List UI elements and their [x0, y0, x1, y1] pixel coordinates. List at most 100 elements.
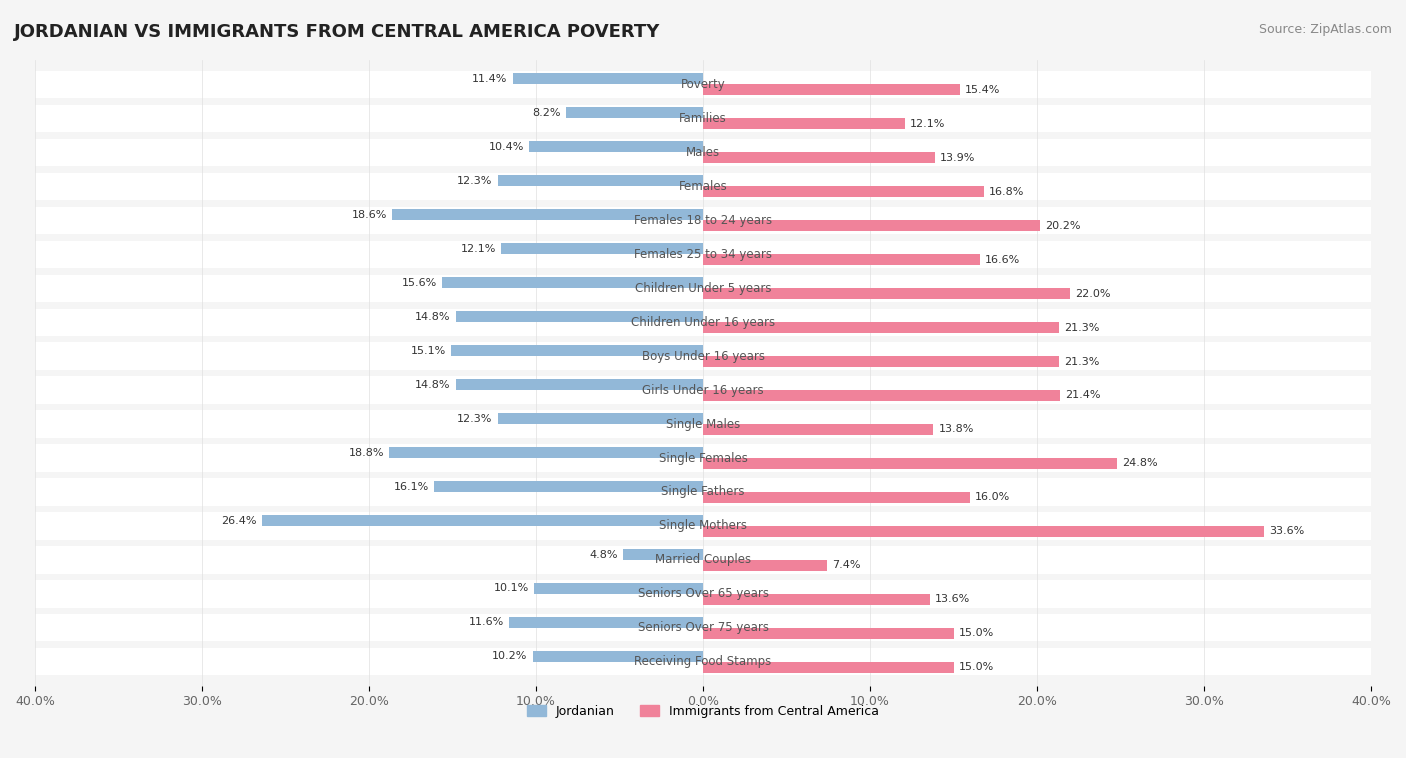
Text: Married Couples: Married Couples	[655, 553, 751, 566]
FancyBboxPatch shape	[35, 547, 1371, 574]
FancyBboxPatch shape	[35, 343, 1371, 370]
Text: 15.0%: 15.0%	[959, 662, 994, 672]
Text: Single Mothers: Single Mothers	[659, 519, 747, 532]
Bar	[703, 84, 960, 96]
Bar	[498, 175, 703, 186]
Text: 10.4%: 10.4%	[489, 142, 524, 152]
Text: Families: Families	[679, 111, 727, 125]
Text: Boys Under 16 years: Boys Under 16 years	[641, 349, 765, 362]
Bar	[703, 390, 1060, 401]
Bar	[703, 628, 953, 639]
Bar	[443, 277, 703, 288]
Bar	[703, 526, 1264, 537]
Text: Females 25 to 34 years: Females 25 to 34 years	[634, 248, 772, 261]
Text: Single Females: Single Females	[658, 452, 748, 465]
FancyBboxPatch shape	[35, 410, 1371, 437]
FancyBboxPatch shape	[35, 377, 1371, 404]
Text: 11.4%: 11.4%	[472, 74, 508, 84]
FancyBboxPatch shape	[35, 512, 1371, 540]
Text: Single Males: Single Males	[666, 418, 740, 431]
Text: 14.8%: 14.8%	[415, 380, 451, 390]
Bar	[703, 424, 934, 435]
FancyBboxPatch shape	[35, 207, 1371, 233]
FancyBboxPatch shape	[35, 173, 1371, 200]
Text: Seniors Over 75 years: Seniors Over 75 years	[637, 622, 769, 634]
Text: 26.4%: 26.4%	[222, 515, 257, 525]
FancyBboxPatch shape	[35, 240, 1371, 268]
Bar	[703, 458, 1118, 469]
Bar	[703, 118, 905, 129]
FancyBboxPatch shape	[35, 648, 1371, 675]
Text: Receiving Food Stamps: Receiving Food Stamps	[634, 656, 772, 669]
Text: 12.3%: 12.3%	[457, 414, 492, 424]
FancyBboxPatch shape	[35, 581, 1371, 607]
Text: Girls Under 16 years: Girls Under 16 years	[643, 384, 763, 396]
FancyBboxPatch shape	[35, 139, 1371, 166]
Bar	[389, 447, 703, 458]
Bar	[534, 583, 703, 594]
Text: 18.8%: 18.8%	[349, 447, 384, 458]
Bar	[703, 254, 980, 265]
Bar	[703, 662, 953, 673]
Text: 12.3%: 12.3%	[457, 176, 492, 186]
Text: Source: ZipAtlas.com: Source: ZipAtlas.com	[1258, 23, 1392, 36]
Bar	[262, 515, 703, 526]
Bar	[567, 108, 703, 118]
Text: 4.8%: 4.8%	[589, 550, 617, 559]
Text: 33.6%: 33.6%	[1270, 526, 1305, 537]
Bar	[456, 379, 703, 390]
Text: 15.4%: 15.4%	[965, 85, 1001, 95]
Text: Males: Males	[686, 146, 720, 158]
Bar	[501, 243, 703, 254]
FancyBboxPatch shape	[35, 309, 1371, 336]
Text: JORDANIAN VS IMMIGRANTS FROM CENTRAL AMERICA POVERTY: JORDANIAN VS IMMIGRANTS FROM CENTRAL AME…	[14, 23, 661, 41]
Text: 10.1%: 10.1%	[494, 584, 529, 594]
Text: Single Fathers: Single Fathers	[661, 485, 745, 499]
Bar	[703, 288, 1070, 299]
Text: 7.4%: 7.4%	[831, 560, 860, 570]
Text: 16.8%: 16.8%	[988, 186, 1024, 196]
Text: Children Under 16 years: Children Under 16 years	[631, 315, 775, 329]
Text: Seniors Over 65 years: Seniors Over 65 years	[637, 587, 769, 600]
Bar	[623, 549, 703, 560]
Text: 20.2%: 20.2%	[1046, 221, 1081, 230]
Bar	[513, 74, 703, 84]
Bar	[703, 594, 931, 605]
Text: 13.6%: 13.6%	[935, 594, 970, 604]
Text: 15.0%: 15.0%	[959, 628, 994, 638]
Bar	[703, 186, 984, 197]
Bar	[434, 481, 703, 492]
Bar	[529, 141, 703, 152]
Bar	[533, 651, 703, 662]
Text: 16.6%: 16.6%	[986, 255, 1021, 265]
Text: 13.9%: 13.9%	[941, 152, 976, 163]
Bar	[509, 617, 703, 628]
Text: 16.0%: 16.0%	[976, 493, 1011, 503]
Text: 8.2%: 8.2%	[533, 108, 561, 117]
Bar	[703, 356, 1059, 367]
FancyBboxPatch shape	[35, 614, 1371, 641]
Text: 13.8%: 13.8%	[938, 424, 974, 434]
Bar	[703, 492, 970, 503]
Text: Females 18 to 24 years: Females 18 to 24 years	[634, 214, 772, 227]
Text: 11.6%: 11.6%	[470, 618, 505, 628]
Text: 15.6%: 15.6%	[402, 277, 437, 288]
Text: 15.1%: 15.1%	[411, 346, 446, 356]
FancyBboxPatch shape	[35, 105, 1371, 132]
Bar	[456, 312, 703, 322]
FancyBboxPatch shape	[35, 70, 1371, 98]
Legend: Jordanian, Immigrants from Central America: Jordanian, Immigrants from Central Ameri…	[522, 700, 884, 723]
Text: 21.3%: 21.3%	[1064, 356, 1099, 367]
Text: 16.1%: 16.1%	[394, 481, 429, 491]
Text: 18.6%: 18.6%	[352, 210, 387, 220]
Text: 21.4%: 21.4%	[1066, 390, 1101, 400]
Text: Females: Females	[679, 180, 727, 193]
Text: Children Under 5 years: Children Under 5 years	[634, 282, 772, 295]
Bar	[703, 152, 935, 163]
Text: 12.1%: 12.1%	[461, 244, 496, 254]
FancyBboxPatch shape	[35, 274, 1371, 302]
Text: 12.1%: 12.1%	[910, 119, 945, 129]
Text: 21.3%: 21.3%	[1064, 323, 1099, 333]
Text: 14.8%: 14.8%	[415, 312, 451, 321]
Bar	[703, 560, 827, 571]
